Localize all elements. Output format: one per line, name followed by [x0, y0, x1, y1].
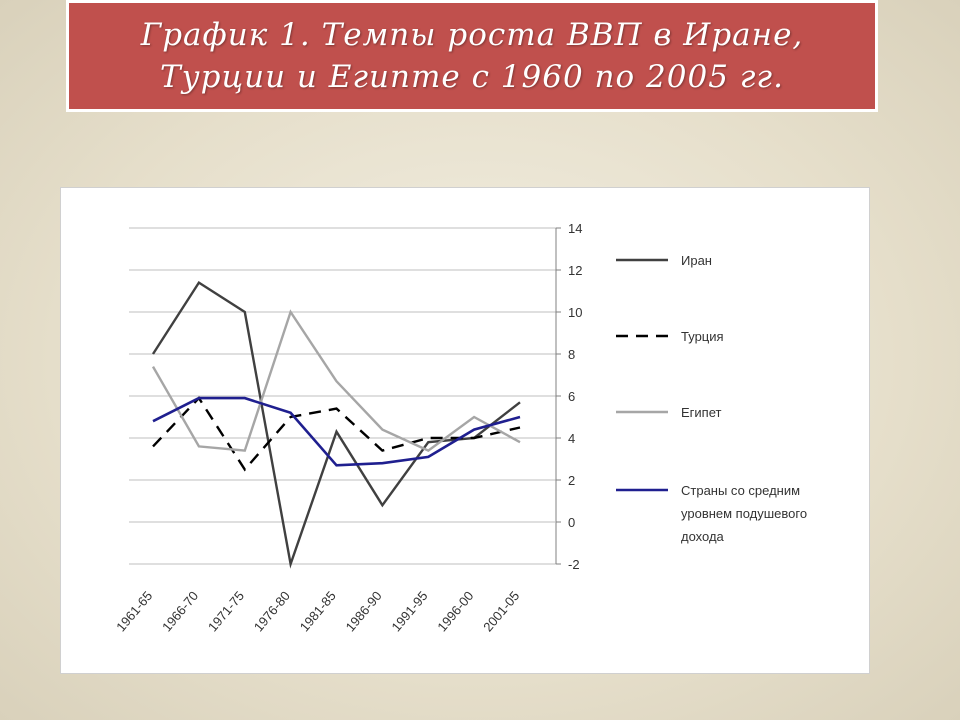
series-line-2: [151, 309, 521, 452]
grid-layer: [129, 227, 556, 565]
y-tick-label: 4: [568, 431, 575, 446]
y-tick-label: 2: [568, 473, 575, 488]
legend: Иран Турция Египет Страны со средним уровнем…: [616, 253, 807, 544]
x-tick-label: 1996-00: [434, 588, 476, 634]
series-layer: [151, 280, 521, 569]
x-axis: 1961-65 1966-70 1971-75 1976-80 1981-85 1986-…: [113, 521, 556, 634]
x-tick-label: 1991-95: [388, 588, 430, 634]
y-tick-label: 12: [568, 263, 582, 278]
x-tick-label: 1981-85: [297, 588, 339, 634]
series-line-3: [152, 396, 521, 467]
y-tick-label: 0: [568, 515, 575, 530]
legend-label-3: Страны со средним: [681, 483, 800, 498]
legend-label-3: уровнем подушевого: [681, 506, 807, 521]
x-tick-label: 1976-80: [251, 588, 293, 634]
slide-title-line-2: Турции и Египте с 1960 по 2005 гг.: [160, 59, 784, 95]
legend-label-2: Египет: [681, 405, 722, 420]
legend-label-3: дохода: [681, 529, 725, 544]
legend-label-1: Турция: [681, 329, 724, 344]
y-tick-label: 6: [568, 389, 575, 404]
x-tick-label: 1966-70: [159, 588, 201, 634]
y-tick-label: 14: [568, 221, 582, 236]
slide-title-line-1: График 1. Темпы роста ВВП в Иране,: [140, 17, 804, 53]
x-tick-label: 1971-75: [205, 588, 247, 634]
slide-title: График 1. Темпы роста ВВП в Иране, Турци…: [131, 14, 814, 98]
x-tick-label: 1986-90: [343, 588, 385, 634]
legend-label-0: Иран: [681, 253, 712, 268]
x-tick-label: 2001-05: [480, 588, 522, 634]
y-tick-label: 10: [568, 305, 582, 320]
slide-title-box: График 1. Темпы роста ВВП в Иране, Турци…: [66, 0, 878, 112]
chart-panel: -2 0 2 4 6 8 10 12 14 1961-65 1966-70 1971-75 1976-…: [60, 187, 870, 674]
y-tick-label: -2: [568, 557, 580, 572]
gdp-growth-chart: -2 0 2 4 6 8 10 12 14 1961-65 1966-70 1971-75 1976-…: [113, 221, 807, 634]
x-tick-label: 1961-65: [113, 588, 155, 634]
y-axis: -2 0 2 4 6 8 10 12 14: [555, 221, 582, 572]
y-tick-label: 8: [568, 347, 575, 362]
